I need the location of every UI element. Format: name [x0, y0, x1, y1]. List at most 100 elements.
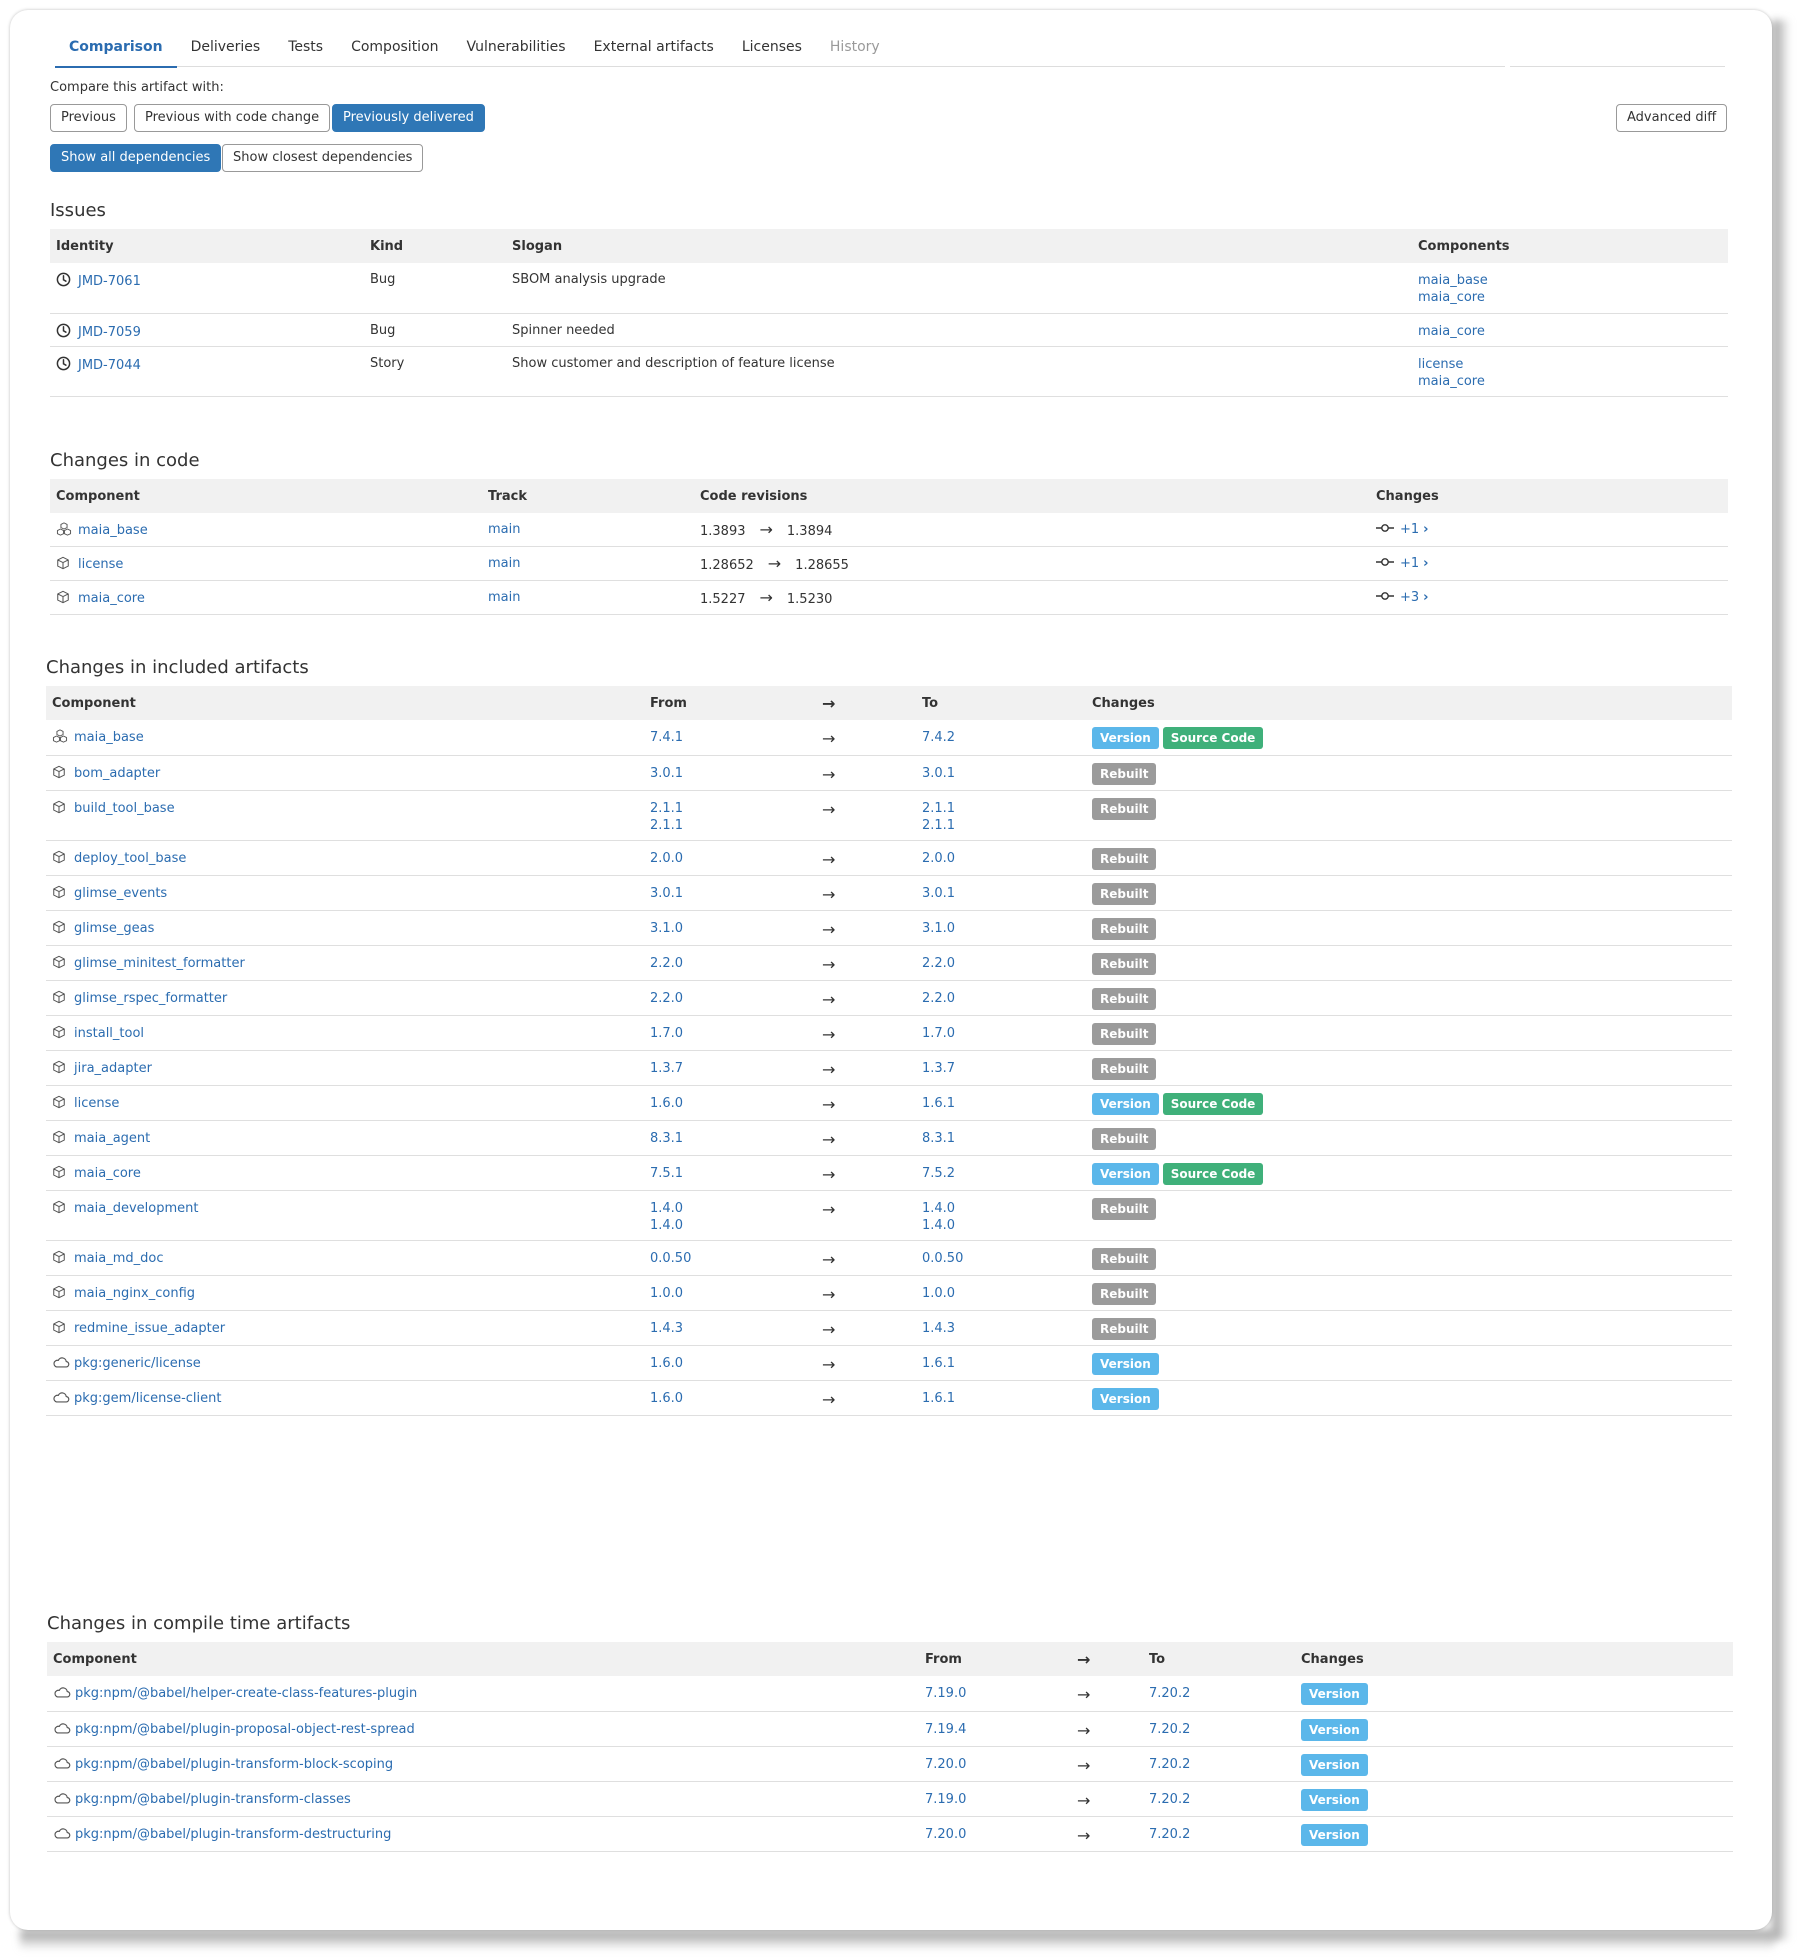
version-to-link[interactable]: 1.7.0: [922, 1025, 956, 1041]
source-code-badge[interactable]: Source Code: [1162, 1162, 1264, 1185]
version-from-link[interactable]: 2.2.0: [650, 955, 684, 971]
version-from-link[interactable]: 1.4.0: [650, 1200, 684, 1216]
version-from-link[interactable]: 1.6.0: [650, 1390, 684, 1406]
rebuilt-badge[interactable]: Rebuilt: [1092, 847, 1157, 870]
issue-component-link[interactable]: maia_base: [1418, 273, 1488, 288]
version-from-link[interactable]: 1.7.0: [650, 1025, 684, 1041]
version-badge[interactable]: Version: [1301, 1753, 1368, 1776]
version-badge[interactable]: Version: [1092, 1092, 1159, 1115]
version-to-link[interactable]: 7.20.2: [1149, 1756, 1191, 1772]
version-from-link[interactable]: 1.6.0: [650, 1355, 684, 1371]
version-badge[interactable]: Version: [1301, 1788, 1368, 1811]
version-to-link[interactable]: 7.20.2: [1149, 1721, 1191, 1737]
artifact-link[interactable]: pkg:gem/license-client: [74, 1390, 222, 1406]
version-to-link[interactable]: 7.20.2: [1149, 1791, 1191, 1807]
version-from-link[interactable]: 8.3.1: [650, 1130, 684, 1146]
rebuilt-badge[interactable]: Rebuilt: [1092, 797, 1157, 820]
version-from-link[interactable]: 7.19.4: [925, 1721, 967, 1737]
issue-component-link[interactable]: license: [1418, 356, 1464, 372]
chevron-right-icon[interactable]: ›: [1423, 521, 1429, 537]
artifact-link[interactable]: license: [74, 1095, 120, 1111]
artifact-link[interactable]: pkg:npm/@babel/plugin-transform-classes: [75, 1791, 351, 1807]
version-to-link[interactable]: 7.20.2: [1149, 1826, 1191, 1842]
artifact-link[interactable]: glimse_rspec_formatter: [74, 990, 228, 1006]
version-from-link[interactable]: 2.1.1: [650, 817, 684, 833]
version-badge[interactable]: Version: [1092, 727, 1159, 749]
tab-composition[interactable]: Composition: [351, 39, 439, 55]
tab-deliveries[interactable]: Deliveries: [190, 39, 261, 55]
previously-delivered-button[interactable]: Previously delivered: [332, 104, 485, 132]
tab-tests[interactable]: Tests: [288, 39, 324, 55]
version-from-link[interactable]: 7.19.0: [925, 1791, 967, 1807]
version-to-link[interactable]: 1.3.7: [922, 1060, 956, 1076]
rebuilt-badge[interactable]: Rebuilt: [1092, 1247, 1157, 1270]
version-to-link[interactable]: 7.20.2: [1149, 1686, 1191, 1701]
tab-comparison[interactable]: Comparison: [55, 28, 177, 68]
version-to-link[interactable]: 1.6.1: [922, 1095, 956, 1111]
rebuilt-badge[interactable]: Rebuilt: [1092, 882, 1157, 905]
version-badge[interactable]: Version: [1301, 1823, 1368, 1846]
advanced-diff-button[interactable]: Advanced diff: [1616, 104, 1728, 132]
version-to-link[interactable]: 2.2.0: [922, 990, 956, 1006]
rebuilt-badge[interactable]: Rebuilt: [1092, 762, 1157, 785]
version-to-link[interactable]: 7.4.2: [922, 730, 956, 745]
artifact-link[interactable]: pkg:npm/@babel/plugin-transform-block-sc…: [75, 1756, 394, 1772]
artifact-link[interactable]: redmine_issue_adapter: [74, 1320, 226, 1336]
artifact-link[interactable]: maia_agent: [74, 1130, 151, 1146]
version-from-link[interactable]: 3.1.0: [650, 920, 684, 936]
version-from-link[interactable]: 1.4.3: [650, 1320, 684, 1336]
version-badge[interactable]: Version: [1092, 1387, 1159, 1410]
rebuilt-badge[interactable]: Rebuilt: [1092, 987, 1157, 1010]
version-to-link[interactable]: 2.1.1: [922, 800, 956, 816]
version-to-link[interactable]: 0.0.50: [922, 1250, 964, 1266]
version-to-link[interactable]: 1.4.0: [922, 1200, 956, 1216]
artifact-link[interactable]: glimse_geas: [74, 920, 155, 936]
version-from-link[interactable]: 0.0.50: [650, 1250, 692, 1266]
version-to-link[interactable]: 3.0.1: [922, 765, 956, 781]
version-to-link[interactable]: 2.1.1: [922, 817, 956, 833]
version-to-link[interactable]: 1.6.1: [922, 1355, 956, 1371]
artifact-link[interactable]: pkg:npm/@babel/plugin-proposal-object-re…: [75, 1721, 415, 1737]
version-from-link[interactable]: 1.3.7: [650, 1060, 684, 1076]
changes-count-link[interactable]: +1: [1400, 521, 1420, 537]
rebuilt-badge[interactable]: Rebuilt: [1092, 1057, 1157, 1080]
artifact-link[interactable]: maia_md_doc: [74, 1250, 164, 1266]
version-from-link[interactable]: 7.4.1: [650, 730, 684, 745]
version-from-link[interactable]: 3.0.1: [650, 885, 684, 901]
previous-with-code-change-button[interactable]: Previous with code change: [134, 104, 331, 132]
artifact-link[interactable]: maia_nginx_config: [74, 1285, 196, 1301]
version-badge[interactable]: Version: [1301, 1718, 1368, 1741]
version-from-link[interactable]: 1.0.0: [650, 1285, 684, 1301]
rebuilt-badge[interactable]: Rebuilt: [1092, 1022, 1157, 1045]
rebuilt-badge[interactable]: Rebuilt: [1092, 952, 1157, 975]
show-closest-dependencies-button[interactable]: Show closest dependencies: [222, 144, 424, 172]
rebuilt-badge[interactable]: Rebuilt: [1092, 1197, 1157, 1220]
version-to-link[interactable]: 3.1.0: [922, 920, 956, 936]
artifact-link[interactable]: maia_core: [74, 1165, 141, 1181]
rebuilt-badge[interactable]: Rebuilt: [1092, 917, 1157, 940]
tab-licenses[interactable]: Licenses: [741, 39, 802, 55]
issue-link[interactable]: JMD-7059: [78, 324, 141, 340]
tab-external-artifacts[interactable]: External artifacts: [593, 39, 714, 55]
track-link[interactable]: main: [488, 556, 521, 571]
version-to-link[interactable]: 2.0.0: [922, 850, 956, 866]
version-badge[interactable]: Version: [1301, 1683, 1368, 1705]
version-from-link[interactable]: 7.5.1: [650, 1165, 684, 1181]
version-from-link[interactable]: 2.0.0: [650, 850, 684, 866]
artifact-link[interactable]: build_tool_base: [74, 800, 175, 816]
changes-count-link[interactable]: +3: [1400, 589, 1420, 605]
artifact-link[interactable]: pkg:npm/@babel/plugin-transform-destruct…: [75, 1826, 392, 1842]
version-from-link[interactable]: 7.20.0: [925, 1756, 967, 1772]
source-code-badge[interactable]: Source Code: [1162, 1092, 1264, 1115]
version-from-link[interactable]: 2.2.0: [650, 990, 684, 1006]
issue-component-link[interactable]: maia_core: [1418, 323, 1485, 339]
component-link[interactable]: license: [78, 556, 124, 572]
artifact-link[interactable]: bom_adapter: [74, 765, 161, 781]
rebuilt-badge[interactable]: Rebuilt: [1092, 1127, 1157, 1150]
version-to-link[interactable]: 7.5.2: [922, 1165, 956, 1181]
rebuilt-badge[interactable]: Rebuilt: [1092, 1282, 1157, 1305]
version-from-link[interactable]: 1.6.0: [650, 1095, 684, 1111]
version-to-link[interactable]: 1.0.0: [922, 1285, 956, 1301]
version-from-link[interactable]: 1.4.0: [650, 1217, 684, 1233]
chevron-right-icon[interactable]: ›: [1423, 555, 1429, 571]
